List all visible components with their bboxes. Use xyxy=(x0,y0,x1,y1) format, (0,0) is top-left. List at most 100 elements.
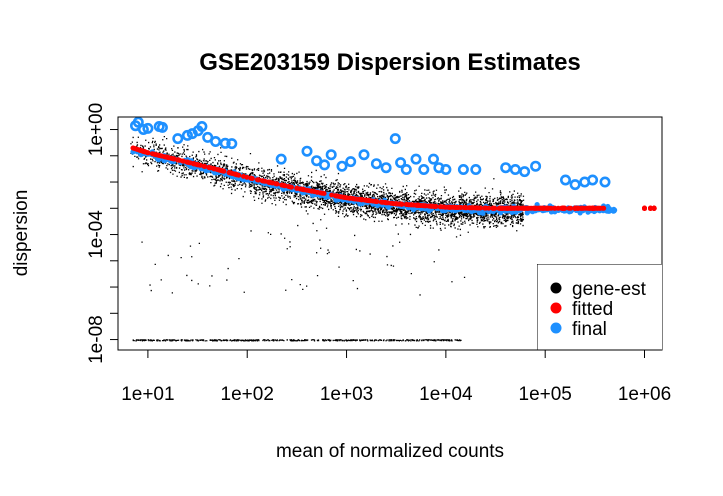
final-point xyxy=(607,207,613,213)
outlier-point xyxy=(410,153,422,165)
outlier-point xyxy=(132,116,144,128)
final-point xyxy=(577,210,583,216)
fitted-point xyxy=(208,165,214,171)
outlier-point xyxy=(202,131,214,143)
fitted-point xyxy=(447,204,453,210)
fitted-point xyxy=(334,193,340,199)
fitted-point xyxy=(560,205,566,211)
x-tick-label: 1e+01 xyxy=(121,384,174,405)
outlier-point xyxy=(530,160,542,172)
fitted-point xyxy=(274,181,280,187)
fitted-point xyxy=(585,205,591,211)
fitted-point xyxy=(497,205,503,211)
fitted-point xyxy=(398,201,404,207)
fitted-point xyxy=(363,197,369,203)
final-point xyxy=(509,209,515,215)
fitted-point xyxy=(289,184,294,190)
x-tick-label: 1e+06 xyxy=(618,384,671,405)
outlier-point xyxy=(311,155,323,167)
fitted-point xyxy=(279,182,285,188)
outlier-point xyxy=(599,176,611,188)
fitted-point xyxy=(338,194,344,200)
fitted-point xyxy=(413,202,419,208)
fitted-point xyxy=(451,204,457,210)
fitted-point xyxy=(197,162,203,168)
outlier-point xyxy=(358,149,370,161)
x-tick-label: 1e+02 xyxy=(221,384,274,405)
fitted-point xyxy=(141,148,146,154)
outlier-point xyxy=(318,159,330,171)
fitted-point xyxy=(580,205,586,211)
legend-marker-gene-est xyxy=(550,282,562,294)
outlier-point xyxy=(569,179,581,191)
outlier-point xyxy=(457,164,469,176)
final-point xyxy=(439,208,446,214)
fitted-point xyxy=(201,163,207,169)
fitted-point xyxy=(466,205,472,211)
fitted-point xyxy=(156,152,161,158)
fitted-point xyxy=(319,190,325,196)
fitted-point xyxy=(352,196,358,202)
fitted-point xyxy=(185,159,191,165)
fitted-point xyxy=(566,205,572,211)
x-tick-label: 1e+03 xyxy=(320,384,373,405)
gene-est-points xyxy=(130,136,525,342)
outlier-point xyxy=(509,164,521,176)
fitted-point xyxy=(309,188,315,194)
outlier-point xyxy=(427,153,439,165)
fitted-point xyxy=(455,205,461,210)
outlier-point xyxy=(418,164,430,176)
final-point xyxy=(156,157,162,163)
legend-label: gene-est xyxy=(572,279,647,300)
outlier-point xyxy=(470,164,482,176)
fitted-point xyxy=(651,205,657,211)
fitted-point xyxy=(516,205,522,211)
fitted-point xyxy=(233,172,239,177)
final-points xyxy=(130,146,618,216)
fitted-point xyxy=(136,147,142,153)
outlier-point xyxy=(559,174,571,186)
outlier-point xyxy=(196,121,208,133)
outlier-point xyxy=(389,133,401,145)
outlier-point xyxy=(345,156,357,168)
outlier-point xyxy=(156,121,168,133)
fitted-point xyxy=(536,205,542,211)
plot-area xyxy=(130,116,657,342)
fitted-point xyxy=(390,201,396,206)
outlier-point xyxy=(380,162,392,174)
fitted-point xyxy=(372,198,378,204)
plot-frame xyxy=(117,116,663,351)
y-axis: 1e+00 1e-04 1e-08 xyxy=(86,103,118,364)
fitted-point xyxy=(294,185,300,191)
legend-marker-final xyxy=(550,322,562,334)
fitted-point xyxy=(443,204,449,210)
fitted-point xyxy=(483,205,489,211)
outlier-point xyxy=(226,138,238,150)
outlier-point xyxy=(172,133,184,145)
fitted-point xyxy=(249,176,255,181)
y-tick-label: 1e-04 xyxy=(86,210,107,259)
outlier-point xyxy=(301,145,313,157)
fitted-point xyxy=(437,204,443,210)
outlier-point xyxy=(210,136,222,148)
fitted-point xyxy=(418,203,424,208)
outlier-point xyxy=(395,157,407,169)
fitted-point xyxy=(600,205,606,211)
fitted-point xyxy=(304,187,310,193)
fitted-point xyxy=(168,155,174,161)
outlier-point xyxy=(370,158,382,170)
outlier-point xyxy=(440,164,452,176)
fitted-point xyxy=(152,151,157,157)
legend-label: fitted xyxy=(572,299,613,320)
x-tick-label: 1e+04 xyxy=(419,384,473,405)
fitted-point xyxy=(595,205,601,211)
fitted-point xyxy=(380,199,386,205)
outlier-point xyxy=(500,162,512,174)
gene-est-cloud xyxy=(130,136,525,342)
fitted-point xyxy=(344,195,350,201)
fitted-point xyxy=(403,202,409,207)
fitted-point xyxy=(511,205,517,211)
